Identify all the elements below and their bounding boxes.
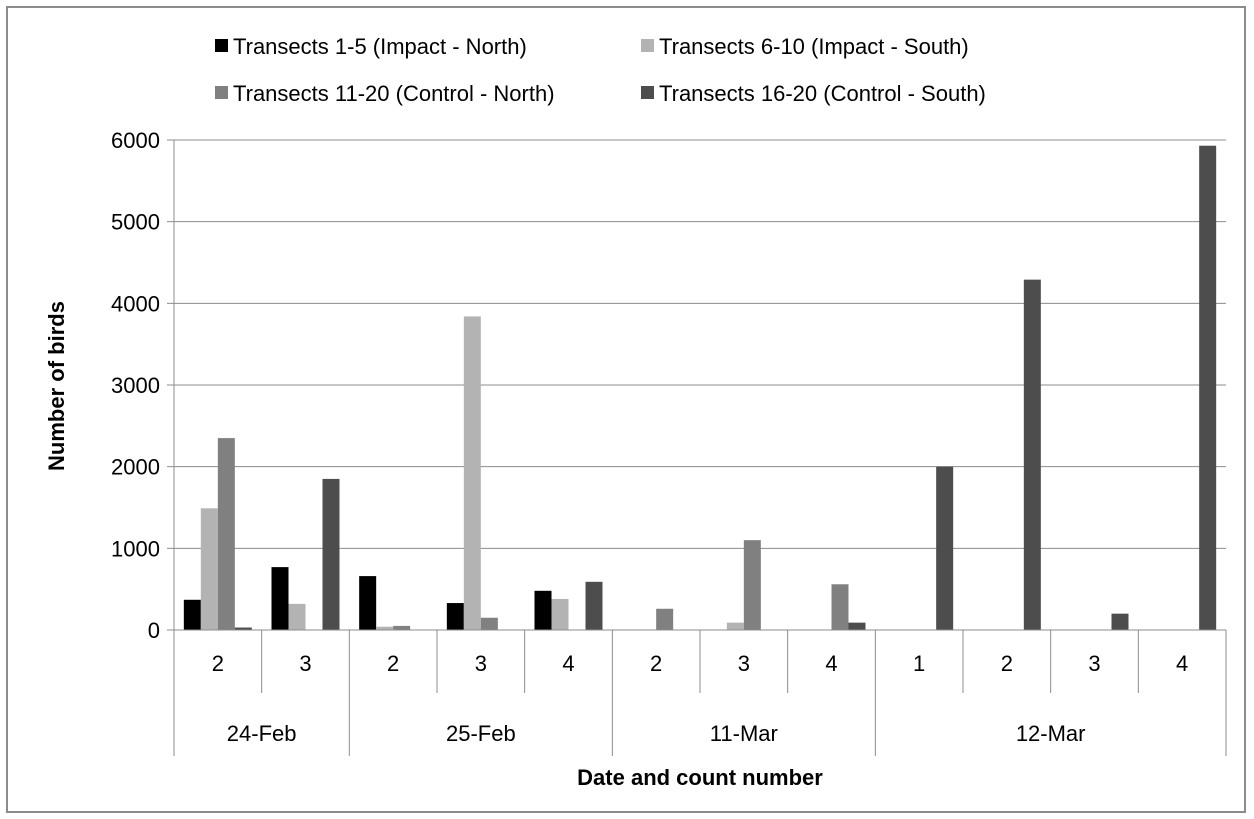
legend-label: Transects 11-20 (Control - North) (233, 81, 555, 106)
y-tick-label: 1000 (111, 536, 160, 561)
y-tick-label: 3000 (111, 373, 160, 398)
legend-label: Transects 16-20 (Control - South) (659, 81, 986, 106)
bar (271, 567, 289, 630)
legend-swatch (215, 39, 228, 52)
bar (831, 584, 849, 630)
x-group-label: 11-Mar (710, 721, 778, 746)
bar (322, 478, 340, 630)
bar (1111, 613, 1129, 630)
bar (656, 608, 674, 630)
bar (200, 508, 218, 630)
legend: Transects 1-5 (Impact - North) Transects … (215, 34, 986, 106)
y-tick-label: 5000 (111, 210, 160, 235)
x-group-label: 25-Feb (446, 721, 516, 746)
legend-swatch (641, 39, 654, 52)
x-count-label: 3 (475, 651, 487, 676)
y-tick-label: 2000 (111, 455, 160, 480)
bar (1023, 279, 1041, 630)
bar (217, 438, 235, 630)
legend-label: Transects 1-5 (Impact - North) (233, 34, 527, 59)
bar (376, 626, 394, 630)
tick-labels: 0 1000 2000 3000 4000 5000 6000 2 3 2 3 4 2 3 4 1 2 3 4 24-… (111, 128, 1188, 746)
bar (359, 576, 377, 630)
bar (463, 316, 481, 630)
bar (1199, 145, 1217, 630)
x-count-label: 1 (913, 651, 925, 676)
x-count-label: 3 (299, 651, 311, 676)
bar (288, 603, 306, 630)
x-count-label: 2 (212, 651, 224, 676)
legend-label: Transects 6-10 (Impact - South) (659, 34, 969, 59)
gridlines (174, 139, 1226, 549)
x-count-label: 4 (825, 651, 837, 676)
legend-swatch (641, 86, 654, 99)
legend-swatch (215, 86, 228, 99)
x-count-label: 2 (650, 651, 662, 676)
bar (480, 617, 498, 630)
bar (936, 466, 954, 630)
bar (446, 603, 464, 630)
x-count-label: 3 (738, 651, 750, 676)
bar (183, 599, 201, 630)
x-count-label: 4 (1176, 651, 1188, 676)
bars (183, 145, 1217, 630)
y-tick-label: 4000 (111, 291, 160, 316)
y-tick-label: 6000 (111, 128, 160, 153)
y-axis-title: Number of birds (44, 301, 69, 471)
bar (743, 540, 761, 630)
x-count-label: 4 (562, 651, 574, 676)
bar (534, 590, 552, 630)
x-count-label: 3 (1088, 651, 1100, 676)
bar (234, 627, 252, 630)
bar (726, 622, 744, 630)
x-axis-title: Date and count number (577, 765, 823, 790)
x-count-label: 2 (1001, 651, 1013, 676)
x-count-label: 2 (387, 651, 399, 676)
x-group-label: 24-Feb (227, 721, 297, 746)
bar (551, 598, 569, 630)
y-tick-label: 0 (148, 618, 160, 643)
bar (848, 622, 866, 630)
x-group-label: 12-Mar (1016, 721, 1086, 746)
bar (585, 581, 603, 630)
axes (167, 139, 1227, 756)
bar (393, 625, 411, 630)
